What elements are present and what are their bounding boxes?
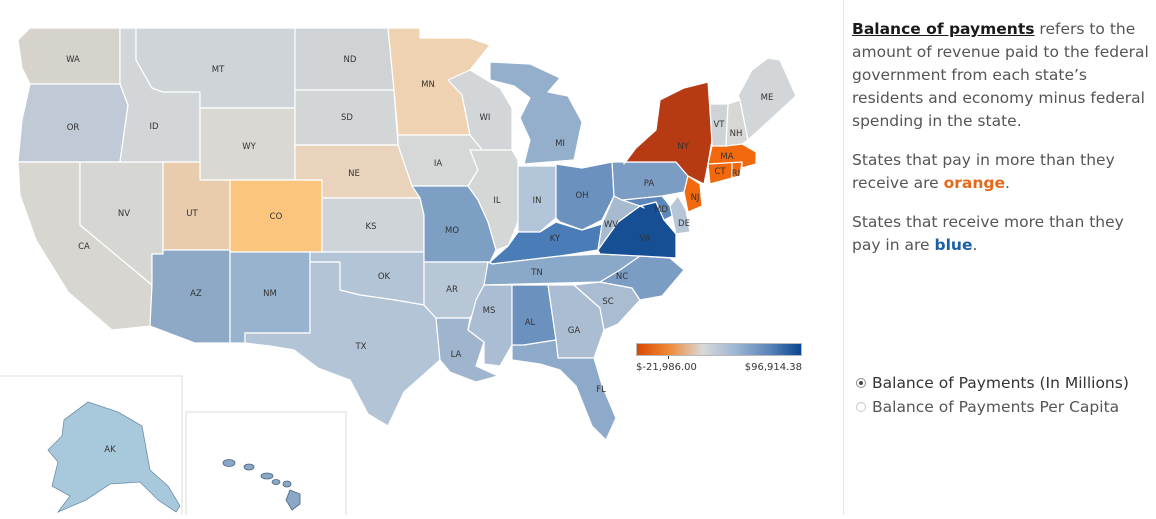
color-legend: $-21,986.00 $96,914.38 bbox=[636, 343, 802, 383]
label-vt: VT bbox=[713, 120, 725, 130]
option-balance-per-capita-label: Balance of Payments Per Capita bbox=[872, 398, 1120, 416]
label-sc: SC bbox=[602, 297, 613, 307]
state-oh[interactable] bbox=[555, 161, 615, 231]
label-ok: OK bbox=[378, 272, 391, 282]
definition-paragraph: Balance of payments refers to the amount… bbox=[852, 18, 1150, 133]
state-ak[interactable] bbox=[47, 401, 181, 513]
option-balance-per-capita[interactable]: Balance of Payments Per Capita bbox=[856, 395, 1129, 419]
label-nv: NV bbox=[118, 209, 130, 219]
label-ut: UT bbox=[186, 209, 198, 219]
map-svg: WA OR CA NV ID MT WY UT CO AZ NM ND SD N… bbox=[0, 27, 797, 518]
label-ny: NY bbox=[677, 142, 689, 152]
label-ak: AK bbox=[104, 445, 116, 455]
label-az: AZ bbox=[190, 289, 202, 299]
label-oh: OH bbox=[575, 191, 588, 201]
label-ca: CA bbox=[78, 242, 90, 252]
orange-paragraph: States that pay in more than they receiv… bbox=[852, 149, 1150, 195]
state-nj[interactable] bbox=[683, 175, 703, 213]
label-al: AL bbox=[525, 318, 536, 328]
radio-selected-icon[interactable] bbox=[856, 378, 866, 388]
label-ar: AR bbox=[446, 285, 458, 295]
label-sd: SD bbox=[341, 113, 353, 123]
state-tx[interactable] bbox=[244, 261, 441, 427]
label-tx: TX bbox=[354, 342, 366, 352]
state-nh[interactable] bbox=[725, 99, 749, 147]
orange-text: States that pay in more than they receiv… bbox=[852, 151, 1115, 192]
option-balance-millions-label: Balance of Payments (In Millions) bbox=[872, 374, 1129, 392]
us-map: WA OR CA NV ID MT WY UT CO AZ NM ND SD N… bbox=[0, 27, 802, 518]
hawaii-inset-frame bbox=[185, 411, 347, 518]
term-link[interactable]: Balance of payments bbox=[852, 20, 1035, 38]
state-me[interactable] bbox=[737, 57, 797, 141]
state-fl[interactable] bbox=[511, 339, 617, 441]
label-ks: KS bbox=[366, 222, 377, 232]
label-wa: WA bbox=[66, 55, 80, 65]
label-pa: PA bbox=[644, 179, 655, 189]
state-nc[interactable] bbox=[599, 255, 685, 301]
label-nj: NJ bbox=[691, 193, 700, 203]
label-ga: GA bbox=[568, 326, 581, 336]
state-mi[interactable] bbox=[489, 61, 583, 165]
label-co: CO bbox=[270, 212, 283, 222]
label-ia: IA bbox=[434, 159, 443, 169]
label-md: MD bbox=[654, 205, 668, 215]
label-mt: MT bbox=[212, 65, 225, 75]
state-ma[interactable] bbox=[707, 143, 757, 169]
orange-highlight: orange bbox=[943, 174, 1005, 192]
label-wy: WY bbox=[242, 142, 256, 152]
label-il: IL bbox=[493, 196, 501, 206]
legend-max-label: $96,914.38 bbox=[744, 362, 802, 373]
panel-divider bbox=[843, 0, 844, 515]
state-il[interactable] bbox=[467, 149, 519, 251]
label-nc: NC bbox=[616, 272, 628, 282]
blue-period: . bbox=[972, 236, 978, 254]
label-id: ID bbox=[149, 122, 159, 132]
label-wi: WI bbox=[480, 113, 491, 123]
label-nh: NH bbox=[730, 129, 743, 139]
label-ma: MA bbox=[720, 152, 733, 162]
state-de[interactable] bbox=[669, 195, 691, 235]
state-label-layer: WA OR CA NV ID MT WY UT CO AZ NM ND SD N… bbox=[66, 55, 773, 455]
definition-text: refers to the amount of revenue paid to … bbox=[852, 20, 1149, 130]
label-mo: MO bbox=[445, 226, 459, 236]
label-de: DE bbox=[678, 219, 690, 229]
radio-unselected-icon[interactable] bbox=[856, 402, 866, 412]
blue-text: States that receive more than they pay i… bbox=[852, 213, 1124, 254]
option-balance-millions[interactable]: Balance of Payments (In Millions) bbox=[856, 371, 1129, 395]
label-mi: MI bbox=[555, 139, 565, 149]
measure-selector: Balance of Payments (In Millions) Balanc… bbox=[856, 371, 1129, 419]
label-in: IN bbox=[533, 196, 542, 206]
label-tn: TN bbox=[530, 268, 543, 278]
legend-zero-tick bbox=[668, 356, 669, 359]
label-la: LA bbox=[451, 350, 462, 360]
state-hi[interactable] bbox=[222, 459, 301, 511]
blue-paragraph: States that receive more than they pay i… bbox=[852, 211, 1150, 257]
label-mn: MN bbox=[421, 80, 435, 90]
legend-min-label: $-21,986.00 bbox=[636, 362, 697, 373]
label-ri: RI bbox=[732, 169, 740, 179]
label-me: ME bbox=[761, 93, 774, 103]
label-wv: WV bbox=[604, 220, 618, 230]
label-nd: ND bbox=[344, 55, 357, 65]
label-ct: CT bbox=[714, 167, 726, 177]
label-nm: NM bbox=[263, 289, 277, 299]
state-md[interactable] bbox=[621, 195, 677, 221]
label-fl: FL bbox=[596, 385, 606, 395]
state-in[interactable] bbox=[517, 165, 557, 233]
label-ms: MS bbox=[483, 306, 496, 316]
description-panel: Balance of payments refers to the amount… bbox=[852, 18, 1150, 273]
blue-highlight: blue bbox=[934, 236, 973, 254]
label-va: VA bbox=[639, 234, 650, 244]
label-ky: KY bbox=[550, 234, 561, 244]
label-ne: NE bbox=[348, 169, 360, 179]
legend-gradient-bar bbox=[636, 343, 802, 356]
label-or: OR bbox=[67, 123, 80, 133]
orange-period: . bbox=[1004, 174, 1010, 192]
